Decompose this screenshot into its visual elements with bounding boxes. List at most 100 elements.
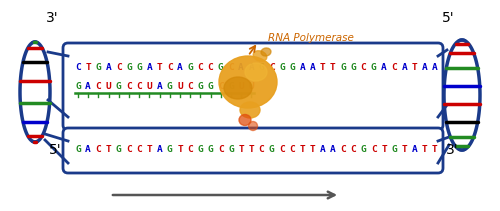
Text: T: T [432, 146, 438, 154]
Text: T: T [330, 64, 336, 73]
Ellipse shape [240, 102, 260, 118]
Text: C: C [75, 64, 81, 73]
Text: T: T [320, 64, 326, 73]
Text: G: G [188, 64, 193, 73]
Text: T: T [300, 146, 306, 154]
Text: C: C [392, 64, 397, 73]
Text: G: G [75, 81, 81, 91]
Text: C: C [126, 146, 132, 154]
Text: C: C [136, 81, 142, 91]
Text: G: G [136, 64, 142, 73]
Text: U: U [106, 81, 112, 91]
Text: 5': 5' [48, 143, 62, 157]
Ellipse shape [245, 63, 267, 81]
Text: T: T [156, 64, 162, 73]
Ellipse shape [248, 122, 258, 130]
Text: G: G [371, 64, 376, 73]
Text: RNA Polymerase: RNA Polymerase [268, 33, 354, 43]
Text: G: G [198, 81, 203, 91]
Text: A: A [402, 64, 407, 73]
Text: 3': 3' [46, 11, 59, 25]
Text: C: C [228, 64, 234, 73]
Text: A: A [86, 81, 91, 91]
Text: C: C [279, 146, 285, 154]
Text: G: G [279, 64, 285, 73]
Text: 3': 3' [446, 143, 458, 157]
Ellipse shape [261, 48, 271, 56]
Text: A: A [330, 146, 336, 154]
Text: C: C [126, 81, 132, 91]
Text: C: C [188, 81, 193, 91]
Text: T: T [86, 64, 91, 73]
Ellipse shape [219, 56, 277, 108]
Text: A: A [238, 64, 244, 73]
Text: C: C [188, 146, 193, 154]
Ellipse shape [239, 115, 251, 126]
Text: T: T [412, 64, 418, 73]
Text: G: G [198, 146, 203, 154]
Text: C: C [269, 64, 274, 73]
Text: C: C [96, 81, 102, 91]
Ellipse shape [253, 51, 267, 61]
Text: G: G [228, 81, 234, 91]
Text: G: G [350, 64, 356, 73]
Text: C: C [350, 146, 356, 154]
Text: G: G [392, 146, 397, 154]
Text: G: G [340, 64, 346, 73]
Text: U: U [238, 81, 244, 91]
Text: C: C [258, 146, 264, 154]
Text: G: G [167, 81, 172, 91]
Text: A: A [156, 81, 162, 91]
Text: T: T [381, 146, 387, 154]
Text: T: T [238, 146, 244, 154]
Text: A: A [106, 64, 112, 73]
Text: G: G [167, 146, 172, 154]
Text: C: C [198, 64, 203, 73]
Text: T: T [248, 146, 254, 154]
Text: G: G [208, 81, 214, 91]
FancyBboxPatch shape [63, 43, 443, 130]
Text: U: U [248, 81, 254, 91]
Text: A: A [177, 64, 183, 73]
Text: A: A [310, 64, 316, 73]
Text: C: C [360, 64, 366, 73]
Text: C: C [136, 146, 142, 154]
Text: A: A [248, 64, 254, 73]
Text: G: G [96, 64, 102, 73]
Text: A: A [156, 146, 162, 154]
Text: C: C [340, 146, 346, 154]
Text: G: G [116, 146, 121, 154]
Text: C: C [290, 146, 295, 154]
Text: G: G [269, 146, 274, 154]
Text: A: A [300, 64, 306, 73]
Text: C: C [116, 64, 121, 73]
Text: G: G [258, 64, 264, 73]
Text: T: T [146, 146, 152, 154]
Text: A: A [146, 64, 152, 73]
Text: G: G [218, 64, 224, 73]
Text: C: C [218, 81, 224, 91]
Text: G: G [126, 64, 132, 73]
Text: C: C [167, 64, 172, 73]
Text: G: G [75, 146, 81, 154]
Text: U: U [177, 81, 183, 91]
Text: G: G [360, 146, 366, 154]
Text: A: A [412, 146, 418, 154]
FancyBboxPatch shape [63, 128, 443, 173]
Ellipse shape [224, 77, 252, 99]
Text: A: A [86, 146, 91, 154]
Text: T: T [402, 146, 407, 154]
Text: T: T [177, 146, 183, 154]
Text: G: G [290, 64, 295, 73]
Text: C: C [218, 146, 224, 154]
Text: T: T [422, 146, 428, 154]
Text: A: A [422, 64, 428, 73]
Text: A: A [432, 64, 438, 73]
Text: G: G [228, 146, 234, 154]
Text: C: C [96, 146, 102, 154]
Text: A: A [320, 146, 326, 154]
Text: G: G [116, 81, 121, 91]
Text: T: T [106, 146, 112, 154]
Text: C: C [208, 64, 214, 73]
Text: 5': 5' [442, 11, 454, 25]
